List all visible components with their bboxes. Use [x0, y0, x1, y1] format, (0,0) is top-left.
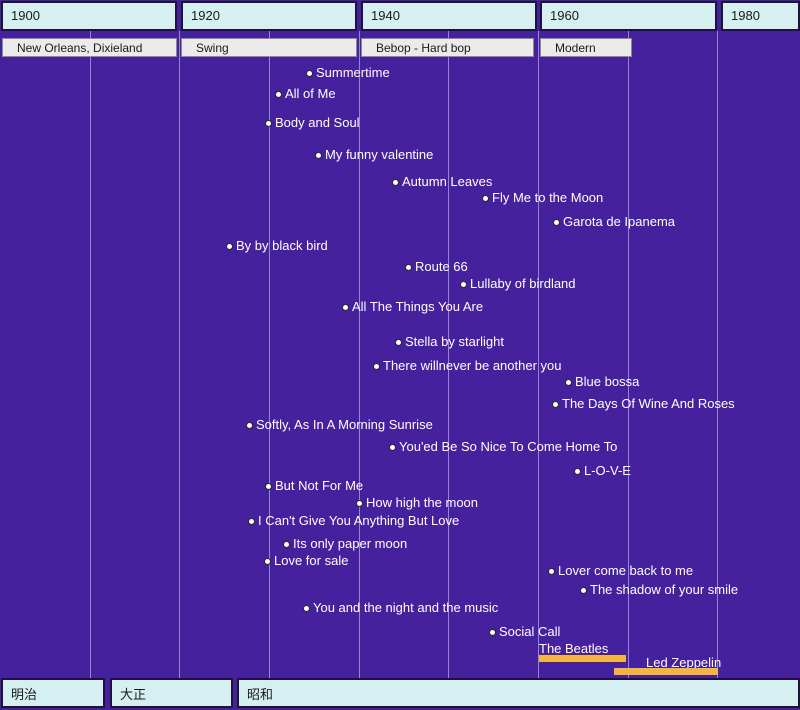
year-tick-1900: 1900	[1, 1, 177, 31]
jazz-era-label: New Orleans, Dixieland	[2, 38, 177, 57]
song-label: Autumn Leaves	[402, 174, 493, 189]
song-dot	[392, 179, 399, 186]
song-dot	[548, 568, 555, 575]
jazz-era-label: Modern	[540, 38, 632, 57]
song-dot	[275, 91, 282, 98]
decade-gridline-1920	[179, 31, 180, 678]
song-dot	[265, 120, 272, 127]
song-label: All of Me	[285, 86, 336, 101]
song-dot	[565, 379, 572, 386]
decade-gridline-1940	[359, 31, 360, 678]
song-label: You'ed Be So Nice To Come Home To	[399, 439, 618, 454]
year-tick-1960: 1960	[540, 1, 717, 31]
japanese-era-label: 大正	[110, 678, 233, 708]
song-label: The shadow of your smile	[590, 582, 739, 597]
song-dot	[552, 401, 559, 408]
song-label: My funny valentine	[325, 147, 434, 162]
song-label: Fly Me to the Moon	[492, 190, 604, 205]
jazz-era-label: Swing	[181, 38, 357, 57]
song-label: The Days Of Wine And Roses	[562, 396, 735, 411]
song-label: Love for sale	[274, 553, 349, 568]
decade-gridline-1980	[717, 31, 718, 678]
artist-label: The Beatles	[539, 641, 609, 656]
song-label: But Not For Me	[275, 478, 364, 493]
decade-gridline-1970	[628, 31, 629, 678]
song-dot	[265, 483, 272, 490]
song-label: I Can't Give You Anything But Love	[258, 513, 460, 528]
song-dot	[283, 541, 290, 548]
year-tick-1920: 1920	[181, 1, 357, 31]
song-dot	[389, 444, 396, 451]
song-dot	[395, 339, 402, 346]
song-label: All The Things You Are	[352, 299, 484, 314]
decade-gridline-1950	[448, 31, 449, 678]
song-label: By by black bird	[236, 238, 328, 253]
artist-period-bar	[614, 668, 718, 675]
song-dot	[482, 195, 489, 202]
year-tick-1940: 1940	[361, 1, 537, 31]
song-label: Stella by starlight	[405, 334, 504, 349]
artist-period-bar	[539, 655, 626, 662]
song-label: Lullaby of birdland	[470, 276, 576, 291]
song-label: There willnever be another you	[383, 358, 562, 373]
song-dot	[248, 518, 255, 525]
song-label: Summertime	[316, 65, 390, 80]
song-dot	[303, 605, 310, 612]
song-label: L-O-V-E	[584, 463, 631, 478]
song-dot	[574, 468, 581, 475]
decade-gridline-1960	[538, 31, 539, 678]
song-dot	[373, 363, 380, 370]
year-tick-1980: 1980	[721, 1, 800, 31]
song-dot	[580, 587, 587, 594]
song-dot	[246, 422, 253, 429]
song-dot	[489, 629, 496, 636]
decade-gridline-1910	[90, 31, 91, 678]
japanese-era-label: 明治	[1, 678, 105, 708]
song-dot	[306, 70, 313, 77]
song-dot	[226, 243, 233, 250]
song-label: How high the moon	[366, 495, 479, 510]
song-dot	[342, 304, 349, 311]
song-dot	[315, 152, 322, 159]
song-dot	[553, 219, 560, 226]
song-label: Garota de Ipanema	[563, 214, 676, 229]
song-dot	[264, 558, 271, 565]
jazz-era-label: Bebop - Hard bop	[361, 38, 534, 57]
song-label: Body and Soul	[275, 115, 360, 130]
song-label: Social Call	[499, 624, 561, 639]
song-dot	[356, 500, 363, 507]
artist-label: Led Zeppelin	[646, 655, 722, 670]
song-dot	[405, 264, 412, 271]
song-label: Its only paper moon	[293, 536, 408, 551]
song-dot	[460, 281, 467, 288]
song-label: Route 66	[415, 259, 468, 274]
japanese-era-label: 昭和	[237, 678, 800, 708]
song-label: You and the night and the music	[313, 600, 499, 615]
song-label: Lover come back to me	[558, 563, 694, 578]
song-label: Softly, As In A Morning Sunrise	[256, 417, 433, 432]
decade-gridline-1930	[269, 31, 270, 678]
song-label: Blue bossa	[575, 374, 640, 389]
